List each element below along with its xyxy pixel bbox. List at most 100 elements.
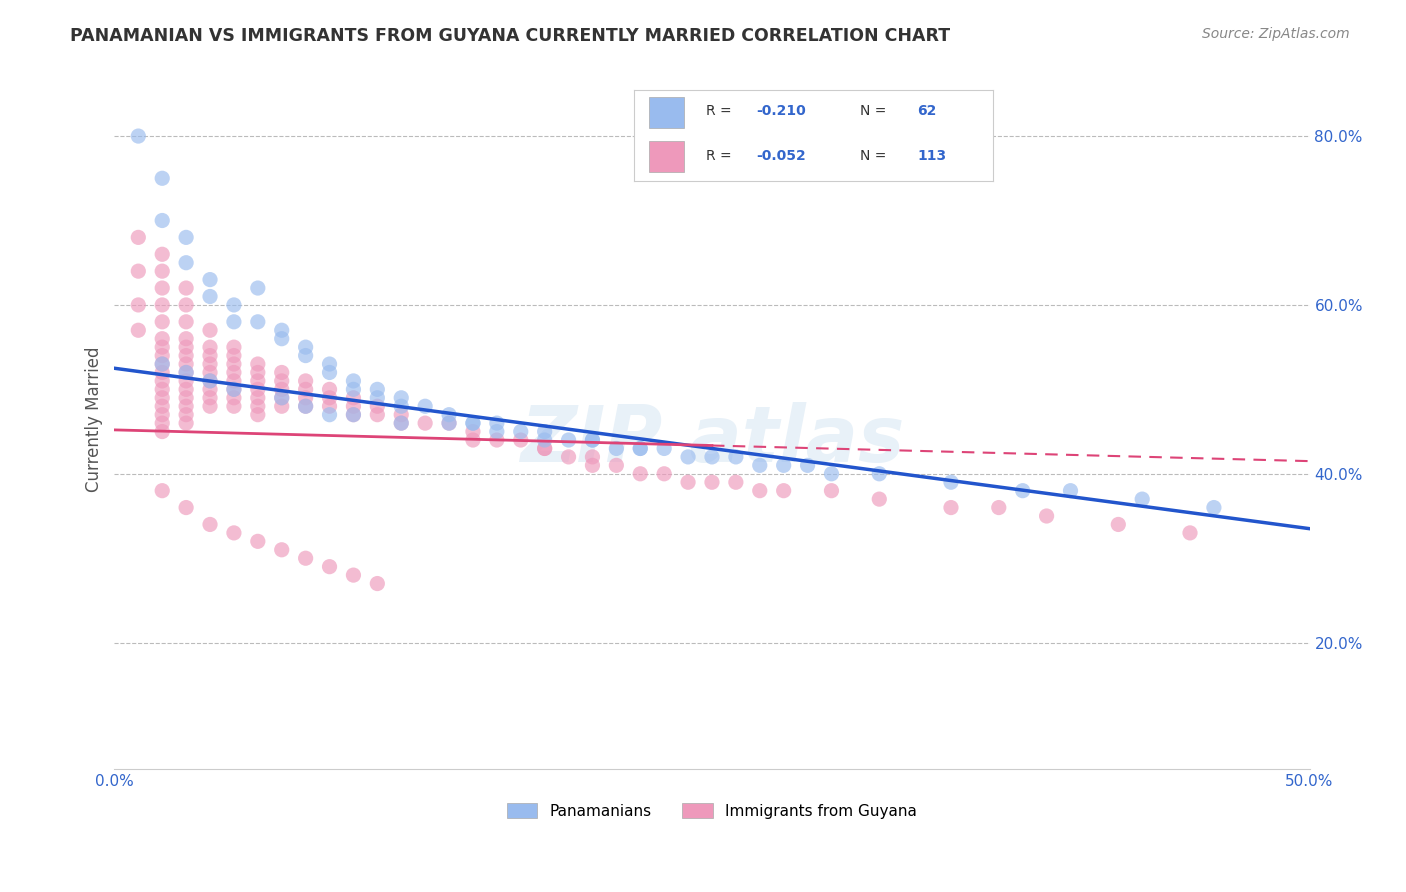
Point <box>676 450 699 464</box>
Point <box>1011 483 1033 498</box>
Point <box>389 416 412 430</box>
Point <box>246 281 269 295</box>
Point <box>342 399 364 413</box>
Point <box>222 340 245 354</box>
Point <box>772 458 794 473</box>
Point <box>1202 500 1225 515</box>
Point <box>174 416 197 430</box>
Point <box>461 425 484 439</box>
Point <box>437 416 460 430</box>
Point <box>533 433 555 447</box>
Point <box>748 483 770 498</box>
Point <box>222 374 245 388</box>
Point <box>270 332 292 346</box>
Point <box>150 264 173 278</box>
Point <box>174 340 197 354</box>
Point <box>198 289 221 303</box>
Point <box>581 450 603 464</box>
Point <box>222 315 245 329</box>
Text: PANAMANIAN VS IMMIGRANTS FROM GUYANA CURRENTLY MARRIED CORRELATION CHART: PANAMANIAN VS IMMIGRANTS FROM GUYANA CUR… <box>70 27 950 45</box>
Point <box>270 366 292 380</box>
Point <box>294 391 316 405</box>
Point <box>222 525 245 540</box>
Point <box>174 399 197 413</box>
Point <box>413 399 436 413</box>
Point <box>150 374 173 388</box>
Point <box>150 281 173 295</box>
Point <box>652 467 675 481</box>
Legend: Panamanians, Immigrants from Guyana: Panamanians, Immigrants from Guyana <box>501 797 924 825</box>
Point <box>533 442 555 456</box>
Point <box>270 383 292 397</box>
Point <box>366 576 388 591</box>
Point <box>222 383 245 397</box>
Point <box>174 408 197 422</box>
Point <box>198 374 221 388</box>
Point <box>868 492 890 507</box>
Point <box>389 416 412 430</box>
Point <box>222 383 245 397</box>
Point <box>389 391 412 405</box>
Point <box>198 323 221 337</box>
Point <box>581 433 603 447</box>
Point <box>150 383 173 397</box>
Point <box>174 391 197 405</box>
Point <box>174 500 197 515</box>
Text: ZIP atlas: ZIP atlas <box>520 402 904 478</box>
Point <box>127 264 149 278</box>
Point <box>150 298 173 312</box>
Point <box>270 391 292 405</box>
Point <box>318 399 340 413</box>
Point <box>389 408 412 422</box>
Point <box>222 357 245 371</box>
Point <box>413 416 436 430</box>
Point <box>174 256 197 270</box>
Point <box>174 315 197 329</box>
Point <box>270 391 292 405</box>
Point <box>605 458 627 473</box>
Point <box>198 383 221 397</box>
Point <box>246 408 269 422</box>
Point <box>318 383 340 397</box>
Point <box>724 475 747 490</box>
Point <box>461 416 484 430</box>
Point <box>366 383 388 397</box>
Point <box>150 425 173 439</box>
Point <box>820 467 842 481</box>
Point <box>437 408 460 422</box>
Point <box>246 357 269 371</box>
Point <box>150 357 173 371</box>
Point <box>246 366 269 380</box>
Point <box>342 391 364 405</box>
Point <box>294 383 316 397</box>
Point <box>796 458 818 473</box>
Point <box>150 332 173 346</box>
Point <box>628 442 651 456</box>
Point <box>198 517 221 532</box>
Point <box>150 247 173 261</box>
Point <box>318 391 340 405</box>
Point <box>700 475 723 490</box>
Point <box>294 551 316 566</box>
Point <box>700 450 723 464</box>
Point <box>1107 517 1129 532</box>
Point <box>150 408 173 422</box>
Point <box>628 442 651 456</box>
Point <box>557 450 579 464</box>
Point <box>485 425 508 439</box>
Point <box>342 374 364 388</box>
Point <box>270 542 292 557</box>
Point <box>605 442 627 456</box>
Point <box>366 399 388 413</box>
Point <box>174 366 197 380</box>
Point <box>246 383 269 397</box>
Point <box>198 374 221 388</box>
Point <box>318 559 340 574</box>
Point <box>270 399 292 413</box>
Point <box>198 366 221 380</box>
Point <box>557 433 579 447</box>
Point <box>150 399 173 413</box>
Point <box>318 366 340 380</box>
Point <box>174 281 197 295</box>
Point <box>509 425 531 439</box>
